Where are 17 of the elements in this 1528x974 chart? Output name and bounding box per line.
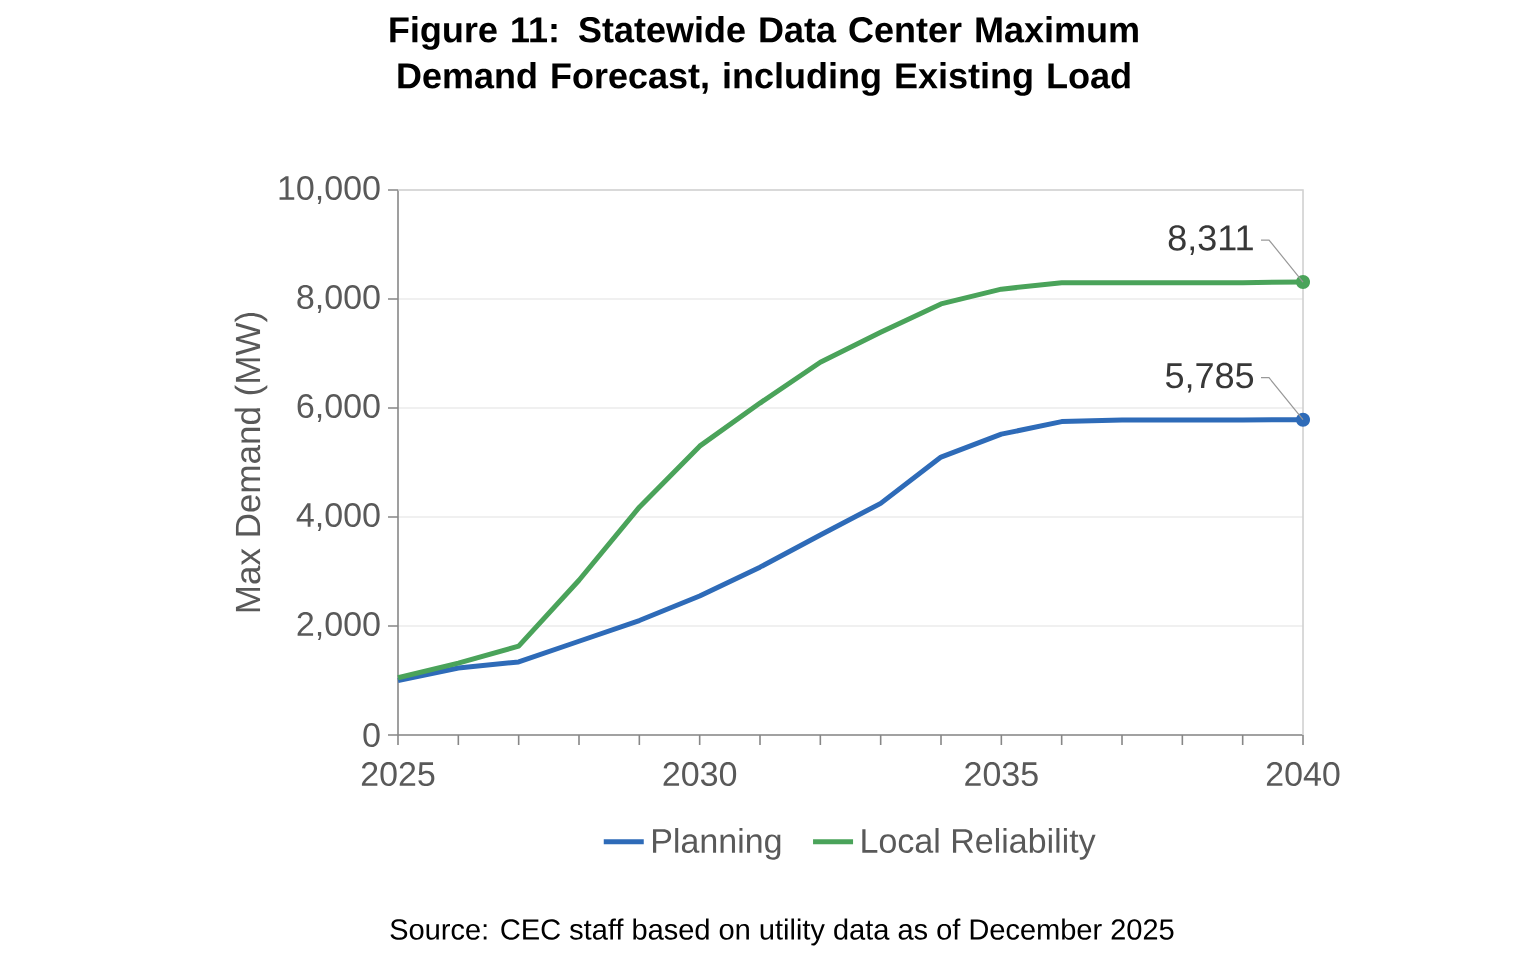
data-label: 5,785: [1165, 362, 1254, 393]
legend-label: Planning: [653, 828, 781, 860]
y-tick-label: 8,000: [297, 284, 380, 314]
y-axis-title: Max Demand (MW): [234, 313, 268, 612]
x-tick-label: 2025: [361, 762, 435, 787]
chart-title: Figure 11: Statewide Data Center Maximum Demand Forecast, including Existing Load: [390, 16, 1138, 96]
x-tick-label: 2035: [965, 762, 1038, 787]
y-tick-label: 10,000: [279, 175, 380, 205]
x-tick-label: 2030: [663, 762, 737, 787]
source-note: Source: CEC staff based on utility data as of December 2025: [390, 918, 1174, 946]
y-tick-label: 4,000: [296, 502, 380, 532]
y-tick-label: 0: [363, 722, 380, 748]
x-tick-label: 2040: [1266, 762, 1340, 787]
legend-label: Local Reliability: [862, 828, 1096, 860]
y-tick-label: 2,000: [297, 611, 380, 641]
y-tick-label: 6,000: [297, 393, 380, 423]
data-label: 8,311: [1168, 225, 1253, 255]
